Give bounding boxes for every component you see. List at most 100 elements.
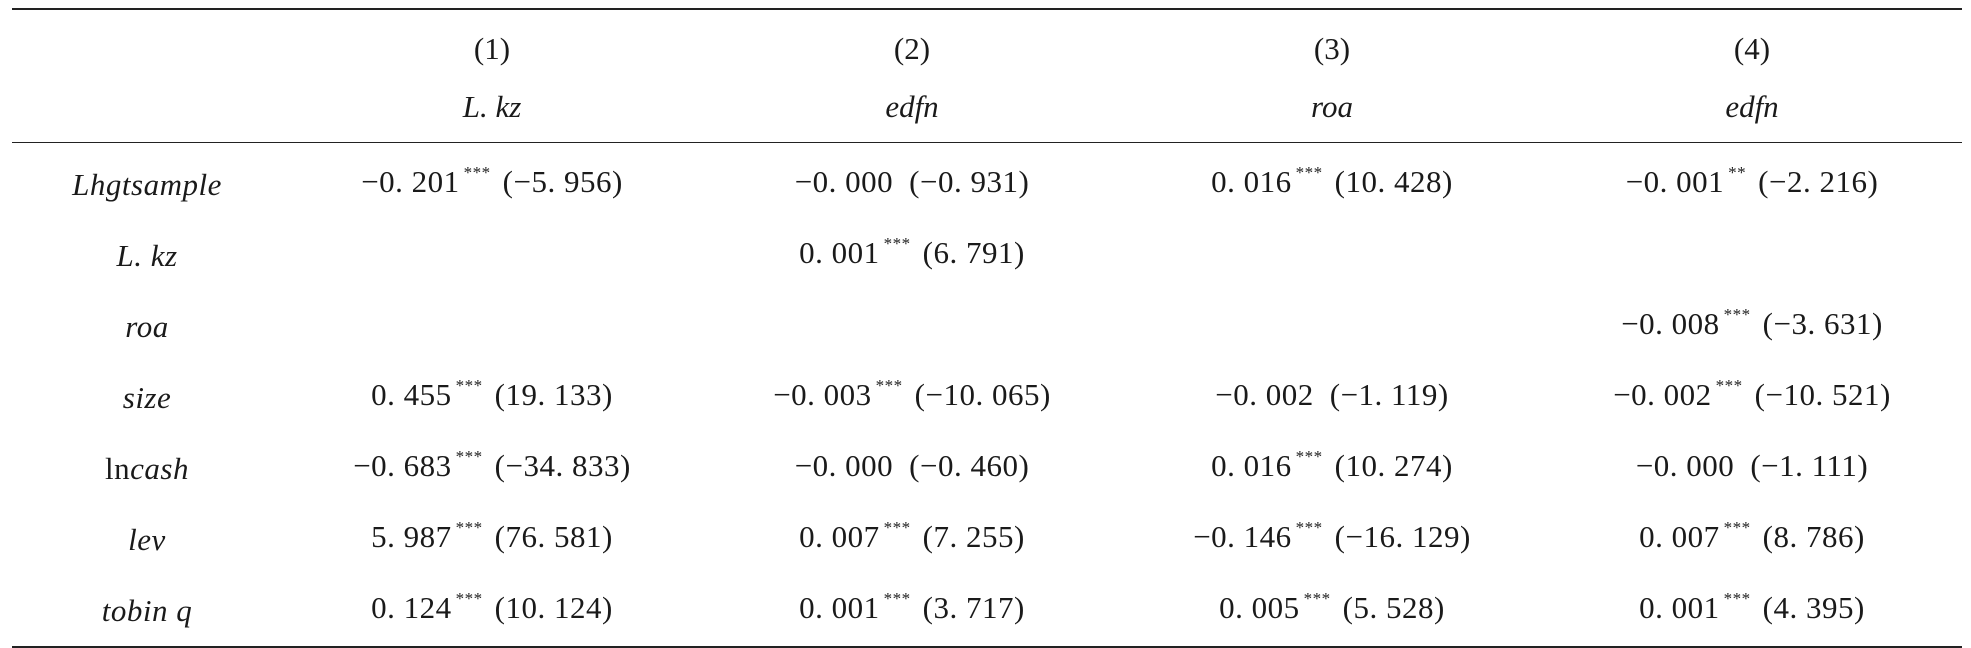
regression-table: (1) (2) (3) (4) L. kz edfn roa edfn Lhgt… — [12, 8, 1962, 648]
row-label: lncash — [12, 433, 282, 504]
column-number: (4) — [1733, 31, 1771, 66]
dependent-variable: roa — [1311, 89, 1353, 124]
estimate-cell — [702, 291, 1122, 362]
row-label-prefix: ln — [105, 450, 131, 486]
significance-stars: *** — [463, 163, 491, 182]
t-statistic: (−10. 065) — [914, 377, 1051, 412]
t-statistic: (−0. 931) — [909, 164, 1030, 199]
estimate-cell: −0. 002 (−1. 119) — [1122, 362, 1542, 433]
row-label-text: roa — [125, 308, 169, 344]
t-statistic: (−1. 111) — [1750, 448, 1869, 483]
significance-stars: *** — [1295, 163, 1323, 182]
column-number: (1) — [473, 31, 511, 66]
row-label: roa — [12, 291, 282, 362]
estimate-cell: 0. 001 *** (3. 717) — [702, 575, 1122, 646]
coefficient: 5. 987 — [371, 519, 452, 554]
coefficient: −0. 683 — [353, 448, 452, 483]
estimate-cell: 0. 001 *** (6. 791) — [702, 220, 1122, 291]
estimate-cell: −0. 001 ** (−2. 216) — [1542, 143, 1962, 220]
estimate-cell: −0. 002 *** (−10. 521) — [1542, 362, 1962, 433]
t-statistic: (76. 581) — [494, 519, 613, 554]
significance-stars: ** — [1728, 163, 1747, 182]
results-table: (1) (2) (3) (4) L. kz edfn roa edfn — [12, 10, 1962, 142]
t-statistic: (−2. 216) — [1758, 164, 1879, 199]
significance-stars: *** — [883, 589, 911, 608]
table-row: tobin q 0. 124 *** (10. 124) 0. 001 *** (3. 71… — [12, 575, 1962, 646]
coefficient: 0. 007 — [799, 519, 880, 554]
row-label-text: tobin q — [101, 592, 193, 628]
estimate-cell — [1122, 220, 1542, 291]
header-rule — [12, 142, 1962, 143]
t-statistic: (7. 255) — [922, 519, 1025, 554]
t-statistic: (8. 786) — [1762, 519, 1865, 554]
column-number: (2) — [893, 31, 931, 66]
estimate-cell: −0. 000 (−1. 111) — [1542, 433, 1962, 504]
coefficient: −0. 002 — [1215, 377, 1314, 412]
estimate-cell: 5. 987 *** (76. 581) — [282, 504, 702, 575]
significance-stars: *** — [455, 376, 483, 395]
coefficient: −0. 000 — [1635, 448, 1735, 483]
t-statistic: (−5. 956) — [502, 164, 623, 199]
dependent-variable: edfn — [885, 89, 939, 124]
dependent-variable: L. kz — [462, 89, 522, 124]
estimate-cell — [1122, 291, 1542, 362]
row-label: lev — [12, 504, 282, 575]
coefficient: 0. 001 — [799, 235, 880, 270]
estimate-cell: 0. 124 *** (10. 124) — [282, 575, 702, 646]
significance-stars: *** — [1723, 305, 1751, 324]
significance-stars: *** — [455, 518, 483, 537]
coefficient: −0. 000 — [794, 448, 894, 483]
t-statistic: (10. 274) — [1334, 448, 1453, 483]
t-statistic: (−34. 833) — [494, 448, 631, 483]
coefficient: −0. 003 — [773, 377, 872, 412]
table-row: L. kz 0. 001 *** (6. 791) — [12, 220, 1962, 291]
estimate-cell — [282, 220, 702, 291]
corner-cell — [12, 10, 282, 78]
estimate-cell: −0. 003 *** (−10. 065) — [702, 362, 1122, 433]
estimate-cell: −0. 008 *** (−3. 631) — [1542, 291, 1962, 362]
coefficient: −0. 002 — [1613, 377, 1712, 412]
row-label: Lhgtsample — [12, 143, 282, 220]
estimate-cell — [282, 291, 702, 362]
results-body: Lhgtsample −0. 201 *** (−5. 956) −0. 000 (−0.… — [12, 143, 1962, 646]
table-row: roa −0. 008 *** (−3. 631) — [12, 291, 1962, 362]
estimate-cell: −0. 000 (−0. 931) — [702, 143, 1122, 220]
coefficient: 0. 455 — [371, 377, 452, 412]
coefficient: 0. 007 — [1639, 519, 1720, 554]
estimate-cell: 0. 016 *** (10. 274) — [1122, 433, 1542, 504]
estimate-cell: −0. 683 *** (−34. 833) — [282, 433, 702, 504]
table-row: Lhgtsample −0. 201 *** (−5. 956) −0. 000 (−0.… — [12, 143, 1962, 220]
dependent-variable-row: L. kz edfn roa edfn — [12, 78, 1962, 142]
column-number-row: (1) (2) (3) (4) — [12, 10, 1962, 78]
estimate-cell — [1542, 220, 1962, 291]
t-statistic: (−1. 119) — [1329, 377, 1449, 412]
corner-cell — [12, 78, 282, 142]
significance-stars: *** — [1715, 376, 1743, 395]
estimate-cell: 0. 016 *** (10. 428) — [1122, 143, 1542, 220]
coefficient: −0. 201 — [361, 164, 460, 199]
row-label-text: size — [122, 379, 172, 415]
t-statistic: (6. 791) — [922, 235, 1025, 270]
column-number: (3) — [1313, 31, 1351, 66]
estimate-cell: −0. 201 *** (−5. 956) — [282, 143, 702, 220]
estimate-cell: 0. 005 *** (5. 528) — [1122, 575, 1542, 646]
coefficient: −0. 001 — [1625, 164, 1725, 199]
t-statistic: (−10. 521) — [1754, 377, 1891, 412]
t-statistic: (−0. 460) — [909, 448, 1030, 483]
table-row: lev 5. 987 *** (76. 581) 0. 007 *** (7. 255) −0… — [12, 504, 1962, 575]
top-rule — [12, 8, 1962, 10]
t-statistic: (−3. 631) — [1762, 306, 1883, 341]
significance-stars: *** — [875, 376, 903, 395]
coefficient: 0. 016 — [1211, 164, 1292, 199]
t-statistic: (−16. 129) — [1334, 519, 1471, 554]
coefficient: −0. 008 — [1621, 306, 1720, 341]
coefficient: 0. 016 — [1211, 448, 1292, 483]
significance-stars: *** — [1303, 589, 1331, 608]
coefficient: −0. 146 — [1193, 519, 1292, 554]
estimate-cell: 0. 007 *** (7. 255) — [702, 504, 1122, 575]
row-label: L. kz — [12, 220, 282, 291]
estimate-cell: −0. 146 *** (−16. 129) — [1122, 504, 1542, 575]
significance-stars: *** — [1295, 518, 1323, 537]
row-label-text: lev — [128, 521, 166, 557]
significance-stars: *** — [455, 589, 483, 608]
